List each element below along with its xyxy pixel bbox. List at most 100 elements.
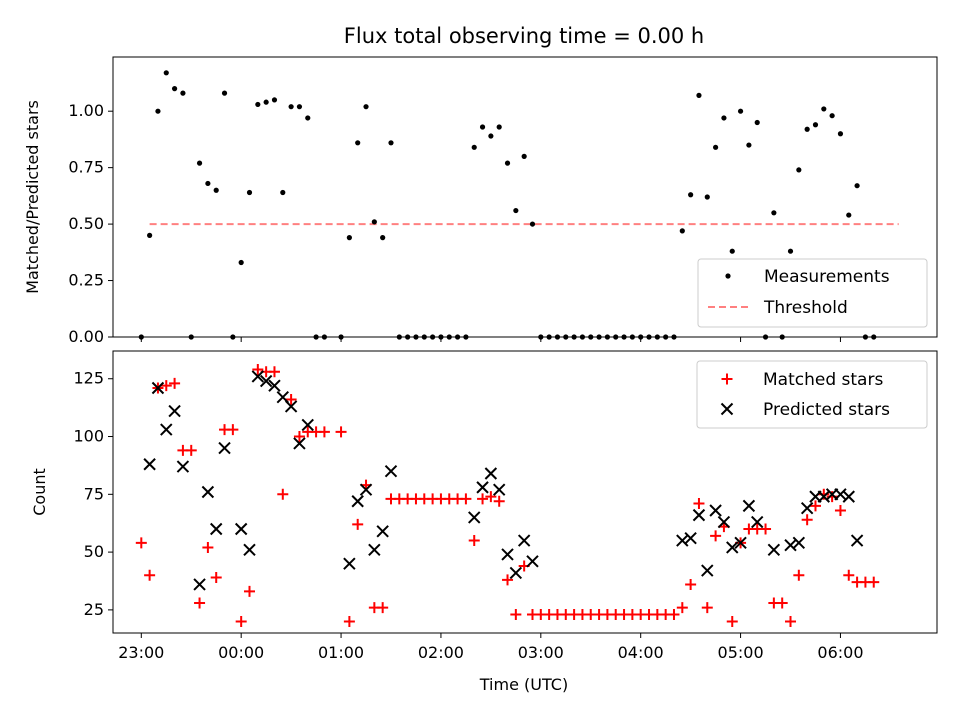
matched-star-point xyxy=(144,569,156,581)
matched-star-point xyxy=(318,426,330,438)
lower-legend-box xyxy=(696,360,928,429)
matched-star-point xyxy=(460,493,472,505)
matched-star-point xyxy=(377,602,389,614)
measurement-point xyxy=(446,334,452,340)
matched-star-point xyxy=(693,498,705,510)
x-axis-label: Time (UTC) xyxy=(479,675,568,694)
measurement-point xyxy=(604,334,611,340)
predicted-star-point xyxy=(243,543,256,556)
matched-star-point xyxy=(277,488,289,500)
measurement-point xyxy=(821,106,827,112)
measurement-point xyxy=(238,259,244,266)
predicted-star-point xyxy=(492,483,506,496)
measurement-point xyxy=(713,144,719,150)
measurement-point xyxy=(263,99,269,105)
measurement-point xyxy=(496,124,502,130)
measurement-point xyxy=(463,334,469,340)
predicted-star-point xyxy=(259,374,273,388)
predicted-star-point xyxy=(726,541,739,554)
measurement-point xyxy=(388,140,394,146)
predicted-star-point xyxy=(468,511,481,524)
predicted-star-point xyxy=(368,543,381,556)
matched-star-point xyxy=(169,377,181,389)
measurement-point xyxy=(529,221,536,227)
measurement-point xyxy=(812,122,819,128)
matched-star-point xyxy=(685,578,697,590)
lower-y-axis-label: Count xyxy=(30,468,49,516)
predicted-star-point xyxy=(168,404,181,418)
measurement-point xyxy=(613,334,619,340)
matched-star-point xyxy=(834,504,846,516)
matched-star-point xyxy=(202,541,214,553)
matched-star-point xyxy=(493,495,505,507)
predicted-star-point xyxy=(742,499,756,513)
predicted-star-point xyxy=(234,522,248,536)
measurement-point xyxy=(296,104,303,110)
measurement-point xyxy=(546,334,552,340)
upper-y-axis-label: Matched/Predicted stars xyxy=(23,100,42,294)
figure-title: Flux total observing time = 0.00 h xyxy=(344,24,704,48)
legend-measurements-label: Measurements xyxy=(764,267,890,287)
measurement-point xyxy=(396,334,402,340)
lower-y-tick-label: 125 xyxy=(73,369,104,388)
measurement-point xyxy=(321,334,328,340)
predicted-star-point xyxy=(792,536,806,550)
measurement-point xyxy=(280,189,286,196)
predicted-star-point xyxy=(842,490,855,503)
predicted-star-point xyxy=(684,532,697,545)
matched-star-point xyxy=(477,493,489,505)
measurement-point xyxy=(571,334,577,340)
measurement-point xyxy=(688,192,694,198)
measurement-point xyxy=(205,180,211,187)
measurement-point xyxy=(563,334,569,340)
measurement-point xyxy=(363,104,369,110)
predicted-star-point xyxy=(343,557,356,570)
predicted-star-point xyxy=(476,481,489,494)
measurement-point xyxy=(454,334,461,340)
matched-star-point xyxy=(668,609,680,621)
upper-y-tick-label: 0.00 xyxy=(68,327,104,346)
matched-star-point xyxy=(194,597,206,609)
measurement-point xyxy=(221,90,228,96)
measurement-point xyxy=(430,334,436,340)
legend-threshold-label: Threshold xyxy=(763,298,848,318)
measurement-point xyxy=(313,334,319,340)
measurement-point xyxy=(837,131,844,137)
upper-ratio-plot: 0.00 0.25 0.50 0.75 1.00 Measurements Threshol… xyxy=(68,56,938,346)
measurement-point xyxy=(355,140,361,146)
measurement-point xyxy=(488,133,494,139)
matched-star-point xyxy=(676,602,688,614)
measurement-point xyxy=(421,334,427,340)
matched-star-point xyxy=(185,444,197,456)
matched-star-point xyxy=(710,530,722,542)
x-tick-label: 05:00 xyxy=(718,643,764,662)
upper-legend-box xyxy=(697,258,928,328)
measurement-point xyxy=(629,334,635,340)
matched-star-point xyxy=(227,424,239,436)
measurement-point xyxy=(196,160,203,166)
matched-star-point xyxy=(235,615,247,627)
measurement-point xyxy=(746,142,752,148)
predicted-star-point xyxy=(800,501,814,515)
measurement-point xyxy=(138,334,144,340)
matched-star-point xyxy=(510,609,522,621)
x-tick-label: 04:00 xyxy=(618,643,664,662)
measurement-point xyxy=(737,108,744,114)
matched-star-point xyxy=(335,426,347,438)
predicted-star-point xyxy=(734,536,747,550)
measurement-point xyxy=(288,104,294,110)
predicted-star-point xyxy=(526,555,539,568)
x-tick-label: 01:00 xyxy=(318,643,364,662)
measurement-point xyxy=(405,334,411,340)
matched-star-point xyxy=(160,380,172,392)
predicted-star-point xyxy=(384,464,398,478)
predicted-star-point xyxy=(517,534,531,547)
measurement-point xyxy=(554,334,561,340)
measurement-point xyxy=(171,86,178,92)
measurement-point xyxy=(479,124,486,130)
measurement-point xyxy=(646,334,652,340)
measurement-point xyxy=(663,334,669,340)
matched-star-point xyxy=(793,569,805,581)
measurement-point xyxy=(829,113,835,119)
measurement-point xyxy=(513,207,519,214)
